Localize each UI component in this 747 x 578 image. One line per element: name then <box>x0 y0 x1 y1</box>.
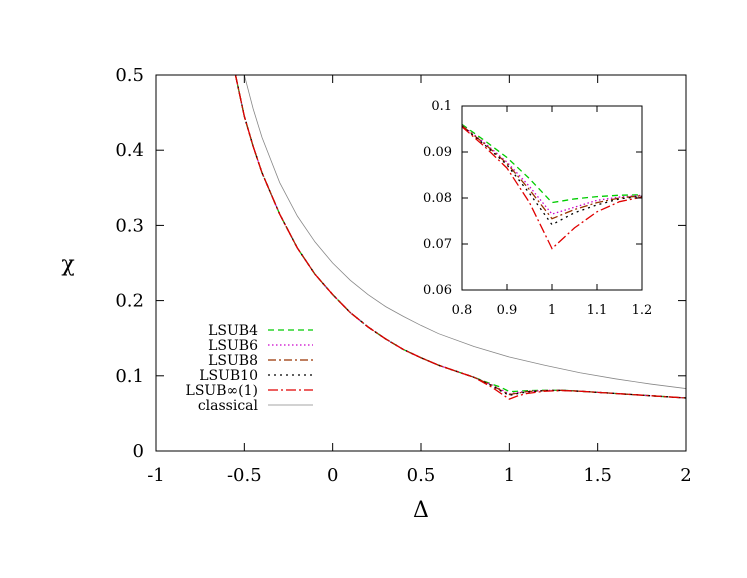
x-tick-label: 0 <box>327 465 338 486</box>
y-tick-label: 0.2 <box>115 291 144 312</box>
y-tick-label: 0.07 <box>423 237 452 252</box>
x-tick-label: 1.1 <box>587 303 608 318</box>
y-tick-label: 0.3 <box>115 215 144 236</box>
series-group <box>462 123 642 250</box>
legend-label: LSUB6 <box>208 338 258 354</box>
y-tick-label: 0.08 <box>423 191 452 206</box>
x-tick-label: 1 <box>548 303 556 318</box>
x-tick-label: -1 <box>147 465 165 486</box>
x-tick-label: 0.8 <box>452 303 473 318</box>
series-line-3 <box>462 125 642 220</box>
legend-label: LSUB∞(1) <box>186 383 258 399</box>
x-tick-label: 1.2 <box>632 303 653 318</box>
x-tick-label: 0.5 <box>407 465 436 486</box>
series-line-1 <box>462 123 642 204</box>
y-tick-label: 0.5 <box>115 65 144 86</box>
x-tick-label: -0.5 <box>227 465 262 486</box>
y-axis-label: χ <box>61 252 74 277</box>
series-line-2 <box>462 124 642 215</box>
series-line-6 <box>243 75 686 389</box>
x-tick-label: 1 <box>504 465 515 486</box>
x-axis-label: Δ <box>413 498 429 523</box>
legend-label: classical <box>198 398 259 414</box>
legend-label: LSUB8 <box>208 353 258 369</box>
series-group <box>234 75 686 400</box>
inset-chart: 0.8 0.9 1 1.1 1.2 0.06 0.07 0.08 0.09 0.1 <box>423 99 652 318</box>
y-tick-label: 0.09 <box>423 145 452 160</box>
x-tick-label: 1.5 <box>583 465 612 486</box>
y-tick-label: 0 <box>133 441 144 462</box>
legend-label: LSUB10 <box>199 368 258 384</box>
series-line-4 <box>462 125 642 226</box>
series-line-5 <box>234 75 686 400</box>
main-chart: -1 -0.5 0 0.5 1 1.5 200.10.20.30.40.5ΔχLSUB4LS… <box>61 65 691 523</box>
y-tick-label: 0.4 <box>115 140 144 161</box>
y-tick-label: 0.1 <box>115 366 144 387</box>
y-tick-label: 0.06 <box>423 283 452 298</box>
series-line-5 <box>462 126 642 250</box>
legend-label: LSUB4 <box>208 323 258 339</box>
x-tick-label: 2 <box>680 465 691 486</box>
x-tick-label: 0.9 <box>497 303 518 318</box>
y-tick-label: 0.1 <box>431 99 452 114</box>
